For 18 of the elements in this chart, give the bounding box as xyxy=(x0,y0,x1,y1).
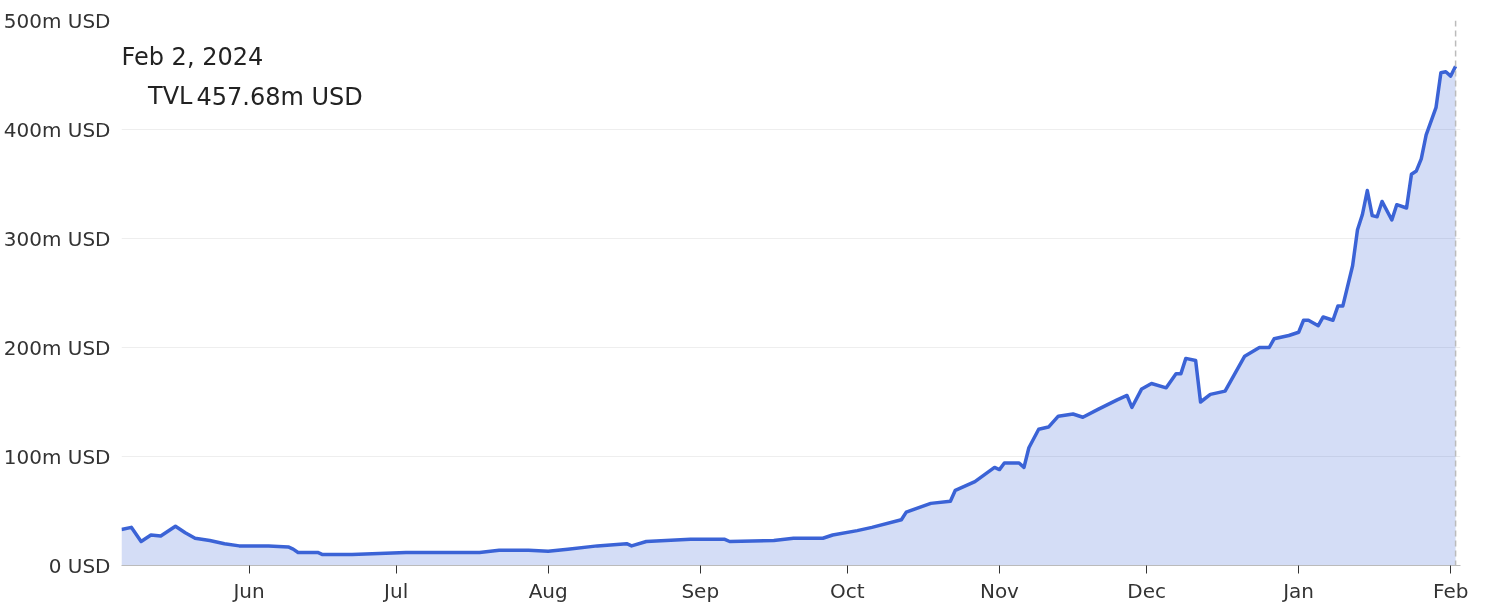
y-tick-label: 300m USD xyxy=(3,226,111,251)
y-tick-label: 100m USD xyxy=(3,444,111,469)
x-tick-label: Feb xyxy=(1432,578,1469,603)
y-tick-label: 0 USD xyxy=(48,553,111,578)
x-tick-label: Jan xyxy=(1281,578,1315,603)
x-tick-label: Jul xyxy=(382,578,409,603)
y-tick-label: 500m USD xyxy=(3,8,111,33)
y-tick-label: 400m USD xyxy=(3,117,111,142)
x-tick-label: Nov xyxy=(979,578,1020,603)
annotation: Feb 2, 2024 xyxy=(121,42,264,71)
x-tick-label: Jun xyxy=(231,578,265,603)
x-tick-label: Aug xyxy=(528,578,568,603)
y-tick-label: 200m USD xyxy=(3,335,111,360)
x-tick-label: Sep xyxy=(681,578,720,603)
x-tick-label: Oct xyxy=(830,578,865,603)
annotation: 457.68m USD xyxy=(196,82,363,111)
text: TVL xyxy=(148,82,193,110)
x-tick-label: Dec xyxy=(1127,578,1166,603)
